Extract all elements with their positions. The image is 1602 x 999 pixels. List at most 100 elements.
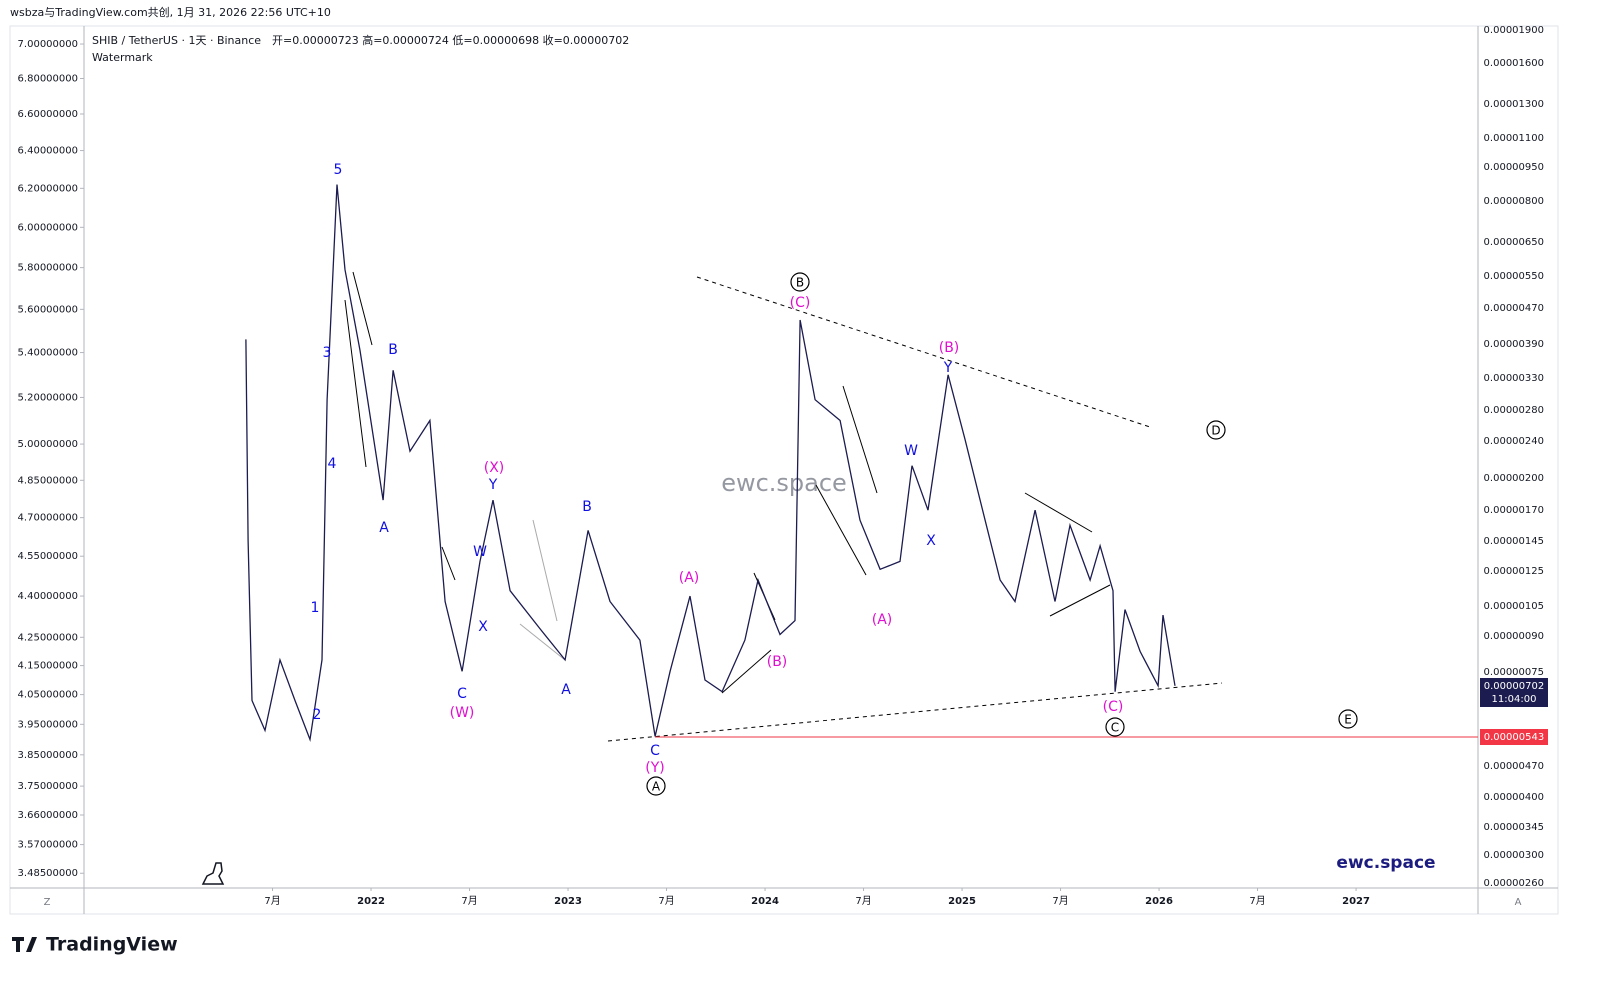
x-tick-label: 2025 [948,896,976,907]
wave-circle [1105,717,1125,737]
wave-label: Y [943,360,953,376]
x-tick-label: 7月 [658,895,674,907]
right-axis-label: 0.00000800 [1484,196,1544,207]
y-tick-label: 3.75000000 [18,781,78,792]
wave-label: X [926,533,936,549]
wave-label: (Y) [645,760,664,776]
wave-label: B [796,276,804,290]
y-tick-label: 5.00000000 [18,439,78,450]
watermark-label: Watermark [92,51,153,64]
y-tick-label: 3.95000000 [18,719,78,730]
y-tick-label: 5.20000000 [18,392,78,403]
wave-label: (A) [679,570,700,586]
x-tick-label: 7月 [461,895,477,907]
wave-label: D [1211,424,1220,438]
right-axis-label: 0.00000200 [1484,473,1544,484]
x-tick-label: 7月 [264,895,280,907]
y-tick-label: 5.40000000 [18,348,78,359]
right-axis-label: 0.00000650 [1484,237,1544,248]
y-tick-label: 3.48500000 [18,868,78,879]
right-axis-label: 0.00000090 [1484,631,1544,642]
footer-logo: TradingView [12,934,178,956]
wave-label: W [473,544,487,560]
wave-label: 1 [311,600,320,616]
right-axis-label: 0.00000240 [1484,436,1544,447]
x-tick-label: 2027 [1342,896,1370,907]
right-axis-label: 0.00001600 [1484,58,1544,69]
wave-label: A [561,682,571,698]
wave-label: 3 [323,345,332,361]
right-axis-label: 0.00000345 [1484,822,1544,833]
price-line [245,184,1176,743]
y-tick-label: 5.80000000 [18,263,78,274]
axis-corner[interactable]: Z [44,897,51,908]
right-axis-label: 0.00000145 [1484,536,1544,547]
right-axis-label: 0.00000390 [1484,339,1544,350]
wave-label: (B) [939,340,960,356]
right-axis-label: 0.00000075 [1484,667,1544,678]
axis-corner[interactable]: A [1515,897,1522,908]
y-tick-label: 3.66000000 [18,810,78,821]
x-tick-label: 7月 [855,895,871,907]
x-tick-label: 2026 [1145,896,1173,907]
logo-icon [201,862,225,885]
right-axis-label: 0.00000400 [1484,792,1544,803]
y-tick-label: 7.00000000 [18,39,78,50]
wave-label: (C) [790,295,811,311]
y-tick-label: 4.85000000 [18,475,78,486]
y-tick-label: 4.70000000 [18,513,78,524]
wave-label: C [650,743,660,759]
y-tick-label: 4.25000000 [18,632,78,643]
right-axis-label: 0.00000170 [1484,505,1544,516]
y-tick-label: 6.40000000 [18,146,78,157]
right-axis-label: 0.00000470 [1484,761,1544,772]
wave-label: (W) [450,705,475,721]
y-tick-label: 4.40000000 [18,591,78,602]
ohlc: 开=0.00000723 高=0.00000724 低=0.00000698 收… [272,33,629,47]
right-axis-label: 0.00000280 [1484,405,1544,416]
right-axis-label: 0.00001300 [1484,99,1544,110]
wave-label: C [1111,721,1119,735]
right-axis-label: 0.00000950 [1484,162,1544,173]
wave-label: C [457,686,467,702]
y-tick-label: 4.15000000 [18,661,78,672]
wave-circle [646,776,666,796]
wave-label: Y [488,477,498,493]
y-tick-label: 6.80000000 [18,73,78,84]
right-axis-label: 0.00000125 [1484,566,1544,577]
symbol: SHIB / TetherUS · 1天 · Binance [92,34,261,47]
trend-lines [344,271,1223,742]
right-axis-label: 0.00000300 [1484,850,1544,861]
right-axis-label: 0.00000105 [1484,601,1544,612]
y-tick-label: 4.55000000 [18,551,78,562]
y-tick-label: 3.57000000 [18,840,78,851]
wave-label: 5 [334,162,343,178]
countdown: 11:04:00 [1492,694,1537,705]
wave-label: (B) [767,654,788,670]
x-tick-label: 7月 [1052,895,1068,907]
wave-label: 2 [313,707,322,723]
wave-circle [790,272,810,292]
x-tick-label: 2023 [554,896,582,907]
right-axis-label: 0.00000550 [1484,271,1544,282]
wave-circle [1206,420,1226,440]
wave-label: A [652,780,661,794]
y-tick-label: 3.85000000 [18,750,78,761]
wave-label: B [582,499,592,515]
y-tick-label: 4.05000000 [18,690,78,701]
logo-text: TradingView [46,934,178,956]
right-axis-label: 0.00000330 [1484,373,1544,384]
y-tick-label: 6.00000000 [18,222,78,233]
wave-label: (A) [872,612,893,628]
wave-label: A [379,520,389,536]
wave-label: (X) [484,460,505,476]
x-tick-label: 7月 [1249,895,1265,907]
wave-label: 4 [328,456,337,472]
wave-label: E [1344,713,1352,727]
wave-label: X [478,619,488,635]
right-axis-label: 0.00000470 [1484,303,1544,314]
wave-label: B [388,342,398,358]
credit: wsbza与TradingView.com共创, 1月 31, 2026 22:… [10,6,331,19]
